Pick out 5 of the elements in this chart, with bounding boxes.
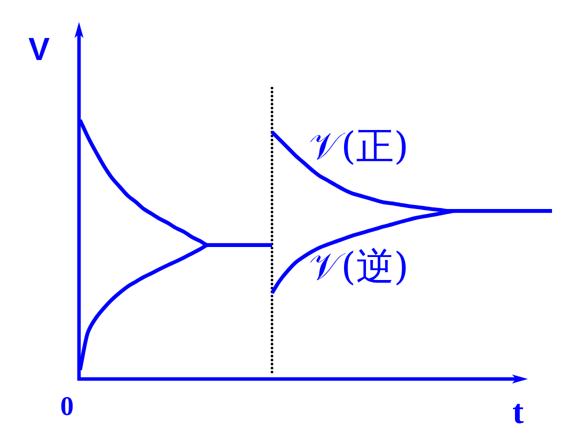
series-name: 𝒱(逆) xyxy=(309,244,409,288)
annotation: 0 xyxy=(60,391,74,421)
y-axis-title: V xyxy=(28,31,50,67)
x-axis-title: t xyxy=(512,394,524,431)
series-name: 𝒱(正) xyxy=(309,124,409,168)
